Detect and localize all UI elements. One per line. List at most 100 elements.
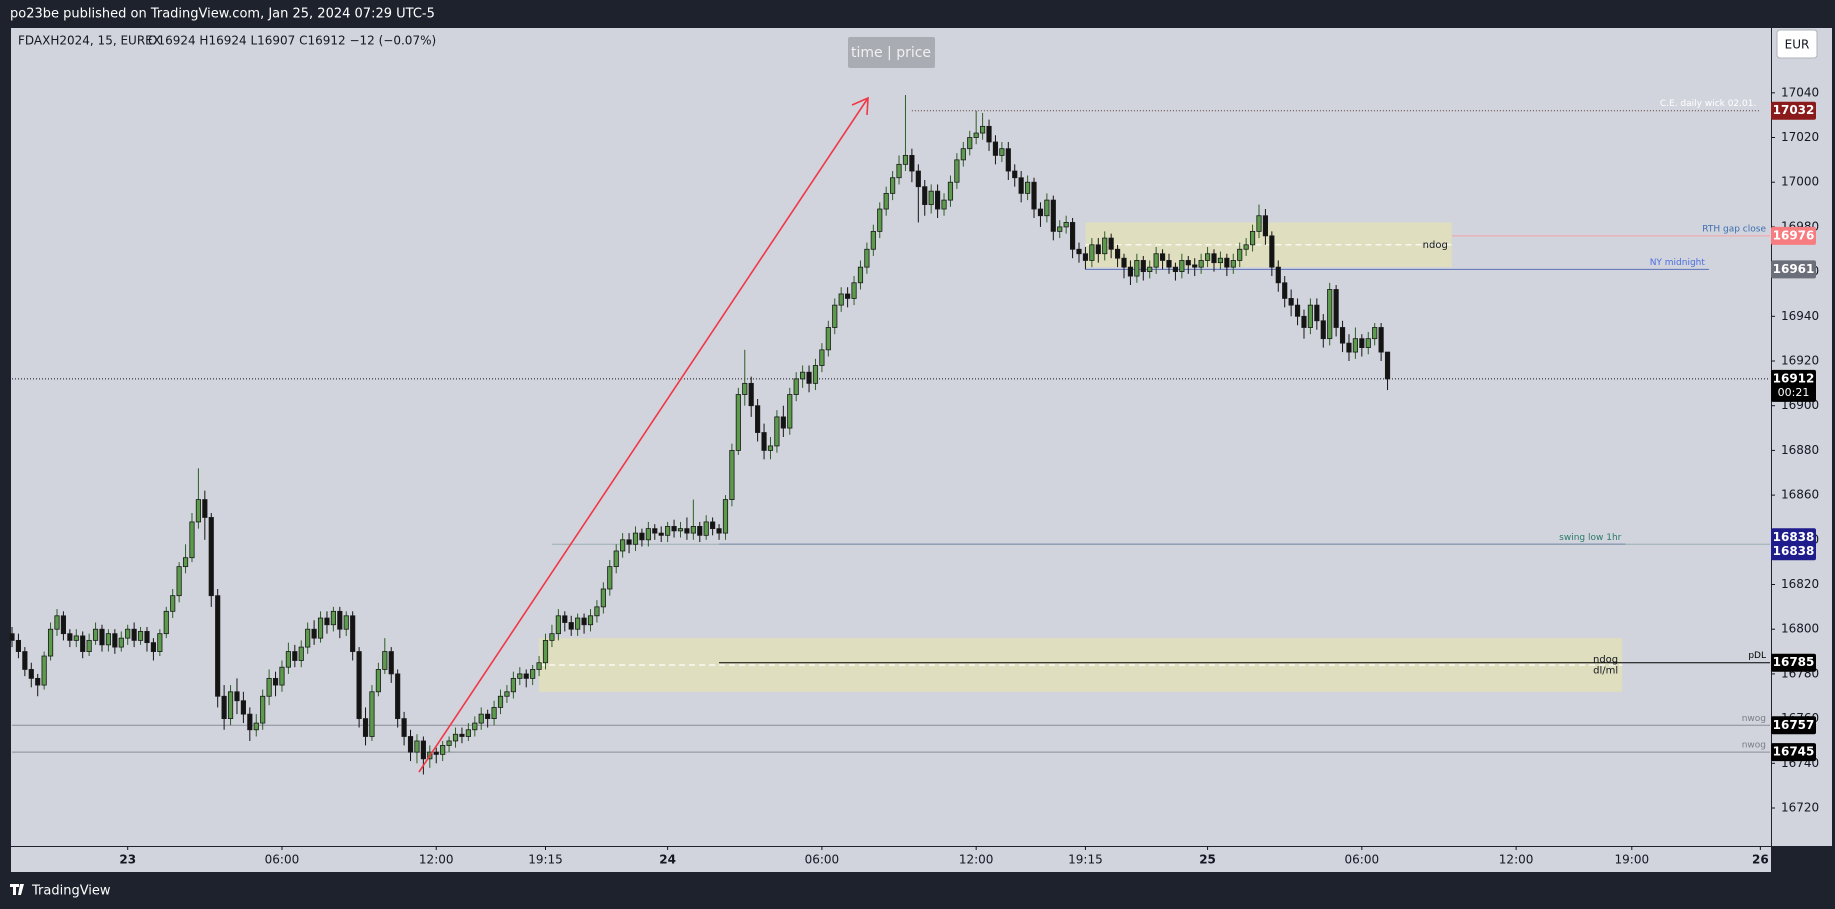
candle-body [478,713,484,724]
candle-body [594,606,600,617]
footer: TradingView [10,884,111,899]
candle-body [240,700,246,715]
x-tick-label: 19:15 [528,853,563,867]
candle-body [208,517,214,597]
candle-body [870,230,876,250]
candle-body [838,293,844,306]
candle-body [1089,244,1095,261]
candle-body [935,190,941,210]
candle-body [305,628,311,648]
candle-body [433,751,439,755]
candle-body [47,628,54,657]
candle-body [253,722,259,731]
candle-body [202,499,208,518]
y-tick-label: 16800 [1781,622,1819,636]
candle-body [227,691,234,720]
candle-body [857,266,864,284]
candle-body [1185,260,1191,266]
candle-body [157,633,163,652]
plot-area [11,28,1771,846]
candle-body [337,610,343,630]
price-tag [1771,260,1816,279]
candle-body [317,617,324,639]
candle-body [99,628,105,646]
zone-label: ndog [1423,240,1448,251]
candle-body [536,662,542,670]
candle-body [1159,253,1166,261]
y-tick-label: 16880 [1781,443,1819,457]
price-tag-label: 16976 [1773,228,1815,242]
candle-body [607,566,613,590]
candle-body [80,635,86,652]
candle-body [883,192,889,210]
candle-body [999,148,1005,156]
candle-body [1262,215,1269,237]
candle-body [1327,289,1333,340]
candle-body [1179,260,1185,273]
time-price-button[interactable] [848,37,935,68]
candle-body [170,595,176,612]
x-tick-label: 12:00 [959,853,994,867]
candle-body [851,282,857,299]
candle-body [864,248,870,268]
candle-body [375,669,381,693]
candle-body [497,695,504,708]
candle-body [967,137,973,150]
price-tag [1771,528,1816,547]
candle-body [671,525,677,532]
candle-body [112,633,118,648]
candle-body [1249,230,1256,246]
candle-body [819,349,825,366]
candle-body [1172,266,1179,273]
candle-body [105,633,112,646]
candle-body [163,610,169,635]
x-tick-label: 19:15 [1068,853,1103,867]
candle-body [793,378,799,395]
candle-body [954,159,960,183]
candle-body [350,615,356,652]
candle-body [690,525,696,534]
candle-body [266,677,272,697]
candle-body [600,588,606,608]
candle-body [86,639,92,652]
candle-body [632,532,639,545]
zone-label: ndog [1593,654,1618,665]
candle-body [73,635,79,641]
levels: C.E. daily wick 02.01. RTH gap close NY mi… [12,99,1770,753]
candle-body [1301,315,1307,328]
candle-body [992,141,999,156]
price-tag-label: 17032 [1773,103,1815,117]
level-name: RTH gap close [1702,224,1766,234]
candle-body [909,154,915,172]
candle-body [549,633,555,641]
footer-brand: TradingView [31,884,111,899]
candle-body [665,525,671,536]
candle-body [92,628,99,641]
level-name: C.E. daily wick 02.01. [1660,99,1756,109]
x-tick-label: 24 [659,853,676,867]
currency-button[interactable] [1776,29,1818,59]
candle-body [285,651,291,668]
candle-body [716,528,722,534]
candle-body [1269,235,1275,268]
candle-body [639,532,645,541]
candle-body [1346,342,1352,353]
candle-body [118,637,124,648]
candle-body [1384,351,1391,380]
candle-body [137,631,144,641]
candle-body [568,622,574,630]
candle-body [555,615,561,635]
candle-body [1243,244,1249,250]
price-tag [1771,542,1816,561]
candle-body [729,450,735,500]
candle-body [407,736,414,753]
candle-body [902,154,909,165]
symbol-info: FDAXH2024, 15, EUREX [18,34,161,48]
time-price-label[interactable]: time | price [851,45,931,61]
currency-label[interactable]: EUR [1785,38,1810,52]
candle-body [388,651,394,675]
candle-body [1365,338,1371,349]
price-tag [1771,101,1816,120]
